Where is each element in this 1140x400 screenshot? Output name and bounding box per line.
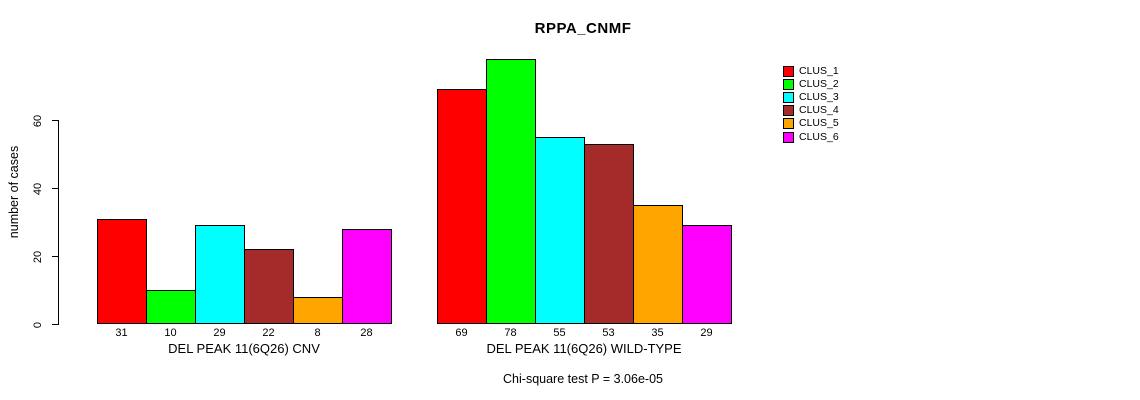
bar-value-label: 78: [504, 327, 517, 339]
y-tick-label: 20: [32, 250, 44, 263]
y-tick-mark: [52, 256, 58, 257]
legend-item-label: CLUS_3: [799, 91, 839, 104]
bar-value-label: 28: [360, 327, 373, 339]
bar-value-label: 53: [602, 327, 615, 339]
bar: [486, 59, 536, 324]
legend-item-label: CLUS_5: [799, 117, 839, 130]
legend-item-label: CLUS_2: [799, 78, 839, 91]
bar: [293, 297, 343, 324]
bar-value-label: 69: [455, 327, 468, 339]
bar: [146, 290, 196, 324]
y-tick-label: 0: [32, 321, 44, 328]
legend-item-swatch: [783, 105, 794, 117]
bar-value-label: 22: [262, 327, 275, 339]
bar: [195, 225, 245, 324]
chi-square-annotation: Chi-square test P = 3.06e-05: [503, 372, 663, 386]
legend-item-swatch: [783, 92, 794, 104]
bar: [682, 225, 732, 324]
chart-title: RPPA_CNMF: [534, 20, 632, 37]
y-tick-label: 60: [32, 114, 44, 127]
legend-item-label: CLUS_1: [799, 65, 839, 77]
bar-value-label: 29: [213, 327, 226, 339]
bar: [97, 219, 147, 324]
y-axis-line: [58, 120, 59, 325]
y-tick-mark: [52, 120, 58, 121]
group-label-cnv: DEL PEAK 11(6Q26) CNV: [168, 341, 320, 356]
bar: [437, 89, 487, 324]
bar-value-label: 29: [700, 327, 713, 339]
bar-value-label: 8: [314, 327, 321, 339]
legend-item-label: CLUS_6: [799, 130, 839, 143]
bar-value-label: 35: [651, 327, 664, 339]
y-tick-mark: [52, 188, 58, 189]
y-tick-mark: [52, 324, 58, 325]
bar: [633, 205, 683, 324]
legend-item-swatch: [783, 66, 794, 77]
group-label-wild-type: DEL PEAK 11(6Q26) WILD-TYPE: [486, 341, 682, 356]
y-tick-label: 40: [32, 182, 44, 195]
legend-item-label: CLUS_4: [799, 104, 839, 117]
legend-item-swatch: [783, 118, 794, 130]
bar: [342, 229, 392, 324]
bar-value-label: 10: [164, 327, 177, 339]
legend-item-swatch: [783, 131, 794, 143]
bar: [244, 249, 294, 324]
bar: [584, 144, 634, 324]
legend-item-swatch: [783, 79, 794, 91]
bar-value-label: 55: [553, 327, 566, 339]
bar: [535, 137, 585, 324]
bar-value-label: 31: [115, 327, 128, 339]
